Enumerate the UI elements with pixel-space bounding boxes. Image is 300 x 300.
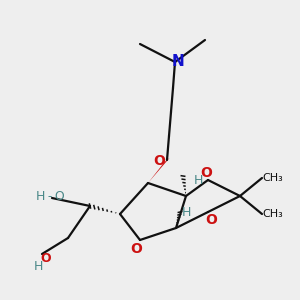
- Text: O: O: [130, 242, 142, 256]
- Text: H - O: H - O: [36, 190, 64, 203]
- Text: CH₃: CH₃: [262, 209, 284, 219]
- Text: O: O: [41, 251, 51, 265]
- Polygon shape: [148, 158, 170, 183]
- Text: O: O: [205, 213, 217, 227]
- Text: H: H: [193, 173, 203, 187]
- Text: N: N: [172, 53, 184, 68]
- Text: H: H: [33, 260, 43, 272]
- Text: O: O: [200, 166, 212, 180]
- Text: O: O: [153, 154, 165, 168]
- Text: H: H: [181, 206, 191, 218]
- Text: CH₃: CH₃: [262, 173, 284, 183]
